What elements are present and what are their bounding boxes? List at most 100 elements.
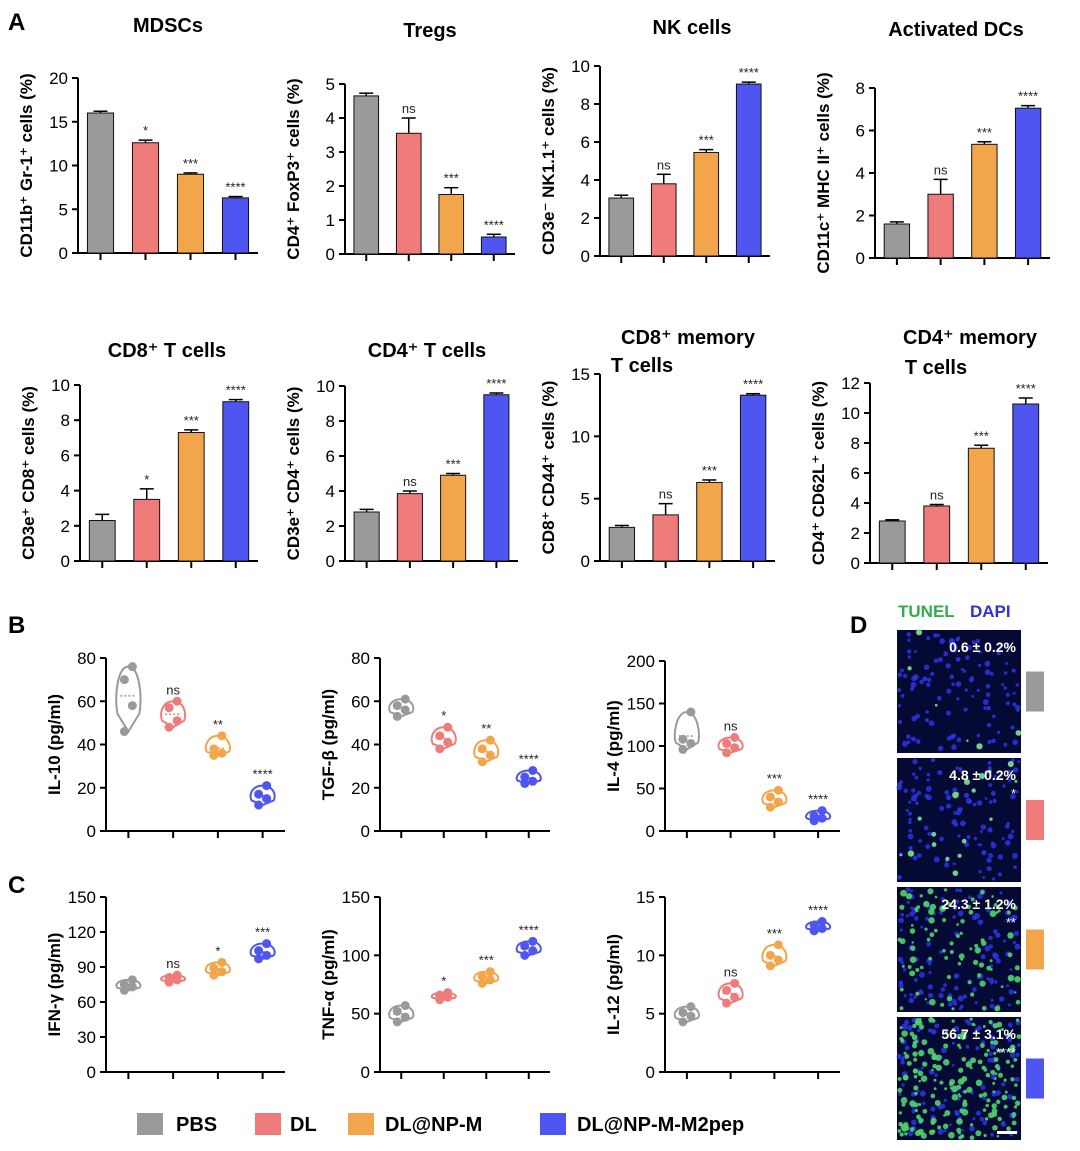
chart-title-2: T cells [905, 357, 967, 379]
dapi-nucleus [980, 1085, 986, 1090]
dapi-nucleus [1013, 930, 1020, 936]
dapi-nucleus [945, 794, 952, 801]
panel-letter-a: A [8, 9, 25, 36]
dapi-nucleus [914, 775, 919, 780]
y-tick-label: 4 [61, 482, 70, 501]
bar [608, 526, 636, 562]
tunel-signal [899, 1132, 904, 1137]
dapi-nucleus [916, 790, 922, 796]
data-point [528, 776, 538, 786]
tunel-signal [913, 1074, 918, 1079]
tunel-signal [951, 1019, 955, 1023]
y-tick-label: 5 [326, 75, 335, 94]
dapi-nucleus [1007, 1003, 1011, 1007]
tunel-signal [944, 955, 949, 960]
tunel-signal [918, 1079, 921, 1083]
significance-label: *** [184, 413, 199, 428]
dapi-nucleus [953, 1025, 960, 1032]
tunel-signal [963, 1089, 968, 1094]
tunel-signal [944, 1110, 951, 1116]
tunel-signal [943, 1043, 949, 1049]
tunel-signal [961, 1056, 967, 1062]
data-point [119, 980, 129, 989]
tunel-signal [915, 991, 920, 996]
bar [86, 112, 115, 254]
tunel-signal [993, 1040, 999, 1046]
tunel-signal [920, 1075, 928, 1082]
tunel-signal [1010, 1077, 1015, 1082]
dapi-nucleus [925, 844, 931, 850]
dapi-nucleus [949, 674, 955, 680]
dapi-nucleus [1015, 943, 1019, 947]
dapi-nucleus [898, 1092, 902, 1097]
y-tick-label: 50 [636, 780, 655, 799]
dapi-nucleus [952, 905, 958, 911]
dapi-nucleus [896, 1053, 902, 1059]
tunel-signal [990, 1040, 994, 1045]
tunel-signal [921, 1039, 928, 1046]
chart-nk: 0 2 4 6 8 10 CD3e⁻ NK1.1⁺ cells (%) NK cells ns *… [539, 17, 770, 266]
y-tick-label: 80 [351, 649, 370, 668]
tunel-signal [913, 1085, 919, 1091]
significance-label: ns [934, 162, 948, 177]
dapi-nucleus [1012, 852, 1018, 859]
tunel-signal [958, 953, 965, 960]
dapi-nucleus [946, 803, 952, 809]
y-tick-label: 5 [646, 1005, 655, 1024]
dapi-nucleus [966, 645, 972, 651]
dapi-nucleus [965, 1044, 970, 1049]
y-tick-label: 120 [68, 923, 96, 942]
tunel-signal [909, 956, 917, 964]
dapi-nucleus [911, 1119, 917, 1126]
data-point [520, 941, 530, 951]
bar [483, 394, 510, 562]
dapi-nucleus [900, 694, 905, 698]
tunel-signal [979, 980, 986, 987]
tunel-signal [993, 1077, 997, 1081]
tunel-signal [934, 1099, 941, 1106]
dapi-nucleus [911, 788, 916, 793]
dapi-nucleus [905, 914, 910, 918]
tunel-signal [957, 1033, 963, 1040]
tunel-signal [899, 1026, 903, 1030]
data-point [443, 988, 453, 998]
dapi-nucleus [988, 853, 994, 859]
dapi-nucleus [910, 736, 916, 742]
dapi-nucleus [913, 674, 919, 680]
tunel-signal [951, 1028, 955, 1032]
dapi-nucleus [944, 790, 950, 795]
tunel-signal [900, 889, 907, 897]
dapi-nucleus [982, 1120, 988, 1126]
y-tick-label: 4 [326, 109, 335, 128]
tunel-signal [951, 1007, 955, 1011]
y-axis-label: IL-10 (pg/ml) [45, 694, 64, 795]
significance-label: ns [166, 956, 180, 971]
significance-label: **** [808, 903, 828, 918]
tunel-signal [914, 1039, 919, 1044]
data-point [773, 955, 783, 965]
tunel-signal [1011, 1111, 1017, 1117]
dapi-nucleus [951, 744, 957, 750]
tunel-signal [1006, 1126, 1011, 1132]
panel-letter-b: B [8, 612, 25, 639]
tunel-signal [929, 932, 935, 938]
dapi-title: DAPI [970, 602, 1011, 621]
dapi-nucleus [1012, 940, 1016, 945]
dapi-nucleus [972, 987, 977, 992]
tunel-signal [912, 1051, 918, 1057]
dapi-nucleus [907, 1130, 914, 1137]
data-point [392, 1006, 402, 1016]
significance-label: **** [739, 65, 759, 80]
dapi-nucleus [1016, 708, 1020, 713]
dapi-nucleus [1011, 829, 1015, 834]
tunel-signal [912, 1068, 919, 1074]
tunel-signal [978, 962, 985, 968]
tunel-signal [990, 1069, 996, 1075]
tunel-signal [913, 1102, 919, 1108]
dapi-nucleus [997, 854, 1004, 860]
y-tick-label: 8 [61, 411, 70, 430]
tunel-signal [989, 959, 993, 963]
chart-cd4: 0 2 4 6 8 10 CD3e⁺ CD4⁺ cells (%) CD4⁺ T cells n… [284, 340, 518, 571]
tunel-signal [972, 959, 979, 966]
tunel-signal [943, 888, 948, 892]
